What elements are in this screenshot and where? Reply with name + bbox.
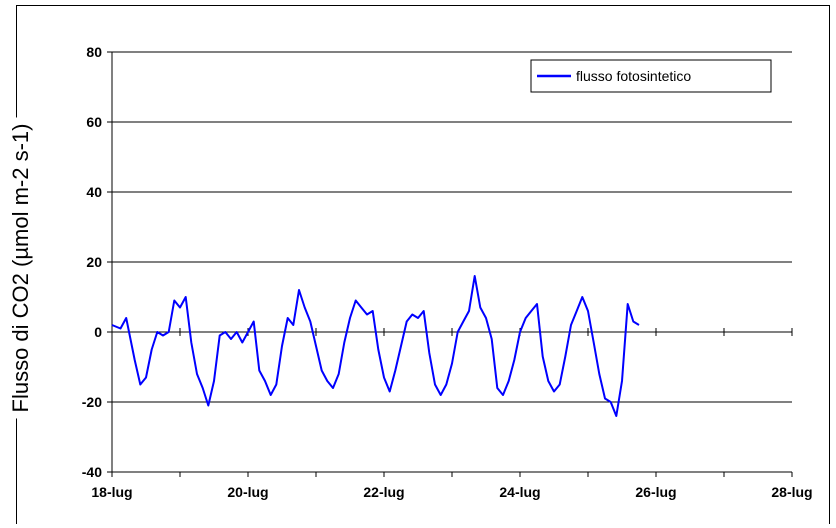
x-tick-label: 28-lug bbox=[771, 484, 812, 500]
axes bbox=[107, 51, 793, 477]
y-tick-label: -20 bbox=[82, 394, 102, 410]
y-tick-label: 0 bbox=[94, 324, 102, 340]
x-tick-label: 26-lug bbox=[635, 484, 676, 500]
x-tick-label: 18-lug bbox=[91, 484, 132, 500]
y-tick-label: -40 bbox=[82, 464, 102, 480]
series-layer bbox=[111, 275, 640, 417]
x-tick-label: 24-lug bbox=[499, 484, 540, 500]
y-tick-label: 20 bbox=[86, 254, 102, 270]
legend-label: flusso fotosintetico bbox=[576, 68, 691, 84]
y-tick-label: 80 bbox=[86, 44, 102, 60]
x-tick-label: 20-lug bbox=[227, 484, 268, 500]
legend-box bbox=[530, 59, 772, 93]
y-tick-label: 40 bbox=[86, 184, 102, 200]
x-tick-label: 22-lug bbox=[363, 484, 404, 500]
series-line bbox=[111, 275, 640, 417]
gridlines bbox=[112, 51, 792, 403]
y-tick-label: 60 bbox=[86, 114, 102, 130]
tick-labels: -40 -20 0 20 40 60 80 18-lug 20-lug 22-lug 24-lug 2… bbox=[82, 44, 813, 500]
legend: flusso fotosintetico bbox=[530, 59, 772, 93]
